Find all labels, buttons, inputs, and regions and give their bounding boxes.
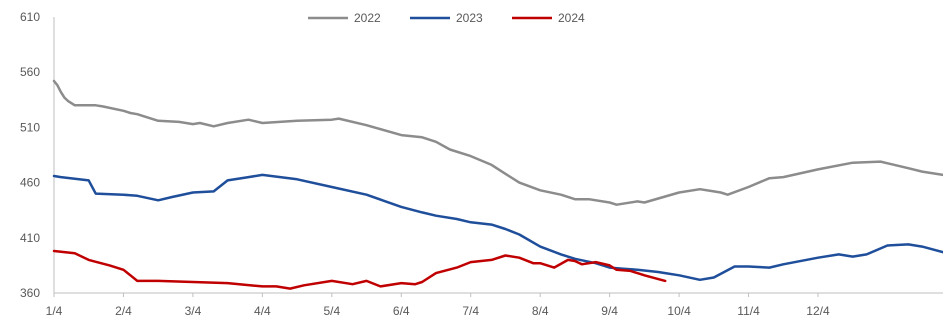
y-tick-label: 610 [20,10,40,24]
x-tick-label: 11/4 [737,304,760,318]
x-tick-label: 9/4 [601,304,618,318]
x-tick-label: 1/4 [46,304,63,318]
y-tick-label: 360 [20,286,40,300]
x-tick-label: 3/4 [185,304,202,318]
x-tick-label: 12/4 [806,304,830,318]
x-tick-label: 5/4 [323,304,340,318]
x-tick-label: 6/4 [393,304,410,318]
x-tick-label: 10/4 [667,304,691,318]
y-tick-label: 510 [20,120,40,134]
y-tick-label: 560 [20,65,40,79]
y-tick-label: 460 [20,176,40,190]
x-tick-label: 8/4 [532,304,549,318]
series-line-2024 [52,249,667,290]
legend-label-2024: 2024 [558,11,585,25]
series-line-2023 [52,173,943,282]
legend-label-2023: 2023 [456,11,483,25]
y-tick-label: 410 [20,231,40,245]
x-tick-label: 7/4 [462,304,479,318]
series-line-2022 [52,79,943,206]
legend-label-2022: 2022 [354,11,381,25]
x-tick-label: 2/4 [115,304,132,318]
x-tick-label: 4/4 [254,304,271,318]
